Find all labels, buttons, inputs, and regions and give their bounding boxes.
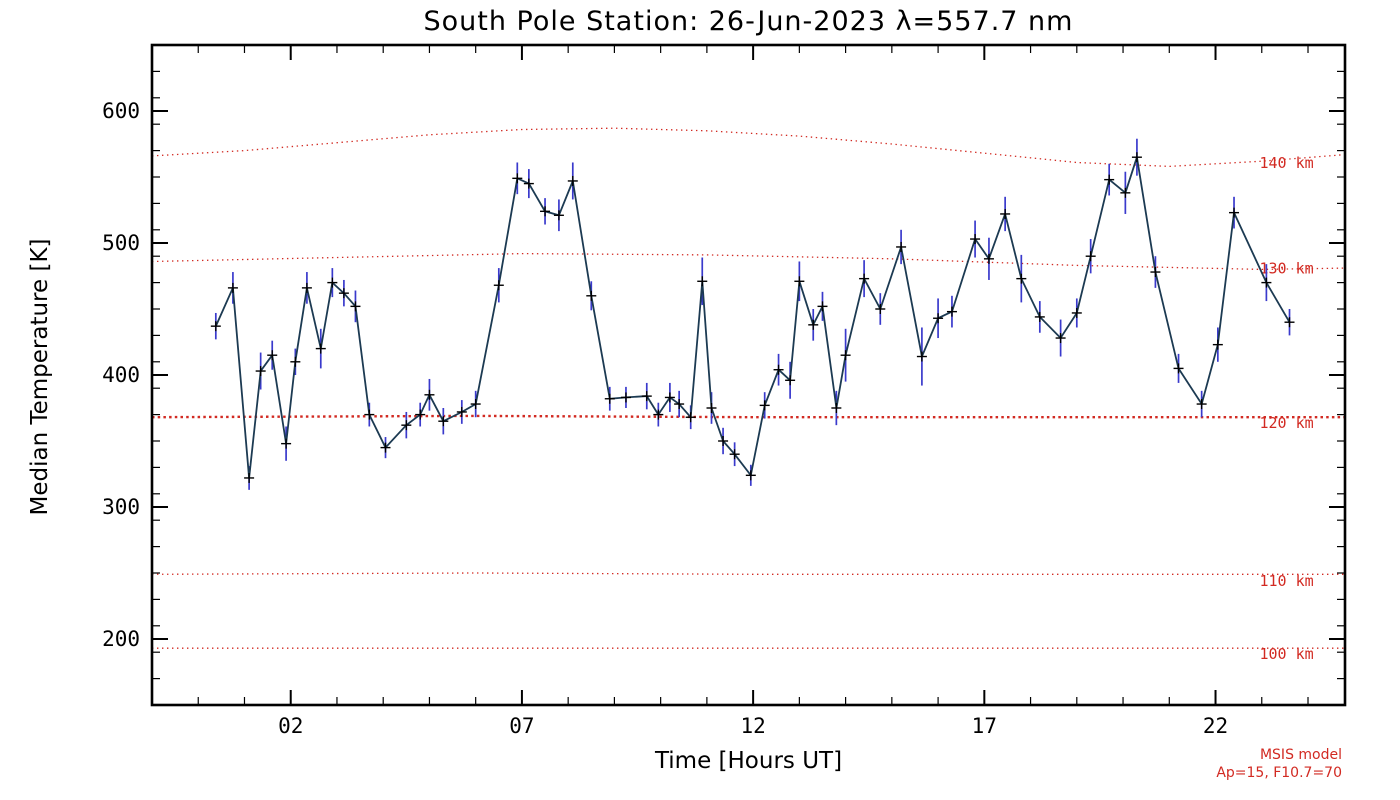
- x-tick-label: 17: [972, 714, 997, 738]
- y-tick-label: 500: [102, 231, 140, 255]
- chart-title: South Pole Station: 26-Jun-2023 λ=557.7 …: [423, 6, 1074, 37]
- model-curve-label: 130 km: [1259, 259, 1313, 277]
- data-markers: [210, 152, 1295, 483]
- x-tick-label: 07: [509, 714, 534, 738]
- y-tick-label: 600: [102, 99, 140, 123]
- x-axis-label: Time [Hours UT]: [654, 748, 843, 774]
- model-curve-label: 100 km: [1259, 645, 1313, 663]
- msis-model-curves: 140 km 130 km 120 km 110 km 100 km: [151, 127, 1346, 663]
- model-curve-label: 120 km: [1259, 414, 1313, 432]
- temperature-line: [214, 156, 1291, 479]
- error-bars: [214, 138, 1291, 490]
- y-tick-label: 300: [102, 495, 140, 519]
- y-tick-label: 200: [102, 627, 140, 651]
- model-curve-label: 110 km: [1259, 572, 1313, 590]
- x-tick-label: 12: [740, 714, 765, 738]
- model-annotation: MSIS model Ap=15, F10.7=70: [1216, 746, 1342, 782]
- axes: 02 07 12 17 22 200 300 400 500 600: [102, 43, 1347, 738]
- model-params-text: Ap=15, F10.7=70: [1216, 765, 1342, 781]
- model-name-text: MSIS model: [1259, 747, 1342, 763]
- y-tick-label: 400: [102, 363, 140, 387]
- x-tick-label: 02: [278, 714, 303, 738]
- x-tick-label: 22: [1203, 714, 1228, 738]
- model-curve-label: 140 km: [1259, 154, 1313, 172]
- y-axis-label: Median Temperature [K]: [27, 238, 53, 516]
